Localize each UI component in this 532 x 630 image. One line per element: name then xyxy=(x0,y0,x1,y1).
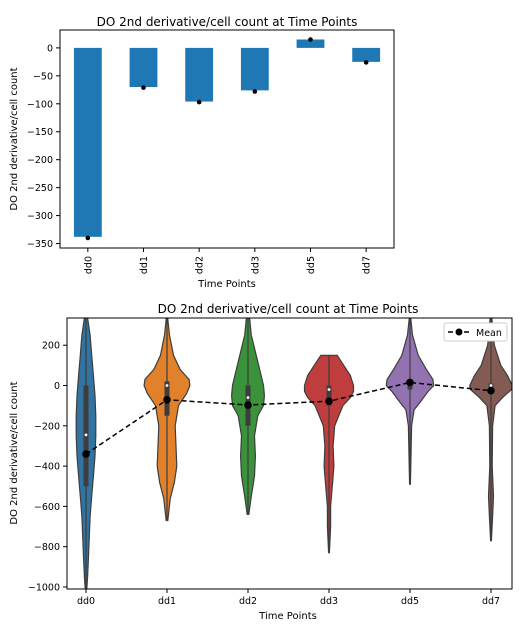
violin-iqr-dd3 xyxy=(326,385,332,406)
violin-xtick-label: dd1 xyxy=(158,596,176,607)
bar-xtick-label: dd2 xyxy=(195,256,206,274)
bar-marker-dd1 xyxy=(141,85,146,90)
violin-chart: DO 2nd derivative/cell count at Time Poi… xyxy=(9,302,513,622)
mean-marker-dd2 xyxy=(244,401,252,409)
bar-ytick-label: −150 xyxy=(27,127,53,138)
legend-label: Mean xyxy=(476,328,502,339)
bar-marker-dd2 xyxy=(196,99,202,105)
violin-xtick-label: dd7 xyxy=(482,596,500,607)
bar-xtick-label: dd7 xyxy=(362,256,373,274)
bar-plot-frame xyxy=(59,29,395,249)
bar-dd0 xyxy=(73,47,102,237)
bar-ytick-label: 0 xyxy=(47,43,53,54)
bar-marker-dd5 xyxy=(308,37,313,42)
bar-xtick-label: dd1 xyxy=(139,256,150,274)
bar-marker-dd0 xyxy=(85,235,91,241)
violin-ytick-label: −400 xyxy=(34,462,60,473)
bar-marker-dd7 xyxy=(363,60,369,65)
bar-ytick-label: −200 xyxy=(27,155,53,166)
violin-ytick-label: −200 xyxy=(34,421,60,432)
bar-dd1 xyxy=(129,47,158,88)
violin-ytick-label: 0 xyxy=(54,381,60,392)
violin-ytick-label: 200 xyxy=(42,341,60,352)
bar-marker-dd3 xyxy=(252,89,258,94)
bar-xtick-label: dd0 xyxy=(83,256,94,274)
bar-ytick-label: −300 xyxy=(27,211,53,222)
violin-median-dd7 xyxy=(489,384,493,387)
violin-xtick-label: dd2 xyxy=(239,596,257,607)
legend-marker-swatch xyxy=(455,328,463,336)
bar-dd7 xyxy=(352,47,381,62)
violin-xtick-label: dd3 xyxy=(320,596,338,607)
bar-ytick-label: −50 xyxy=(33,71,53,82)
violin-median-dd0 xyxy=(84,433,88,437)
mean-marker-dd1 xyxy=(163,396,171,404)
violin-median-dd1 xyxy=(165,384,169,387)
violin-xtick-label: dd0 xyxy=(77,596,95,607)
violin-plot-frame xyxy=(66,317,513,590)
violin-ytick-label: −1000 xyxy=(28,582,60,593)
bar-chart-title: DO 2nd derivative/cell count at Time Poi… xyxy=(97,15,358,29)
bar-chart-ylabel: DO 2nd derivative/cell count xyxy=(9,67,20,210)
bar-dd5 xyxy=(296,39,325,48)
mean-marker-dd0 xyxy=(82,450,90,458)
violin-ytick-label: −600 xyxy=(34,502,60,513)
bar-ytick-label: −100 xyxy=(27,99,53,110)
violin-chart-xlabel: Time Points xyxy=(258,611,317,622)
violin-median-dd3 xyxy=(327,388,331,391)
bar-chart-xlabel: Time Points xyxy=(197,279,256,290)
bar-dd2 xyxy=(185,47,214,102)
legend-box xyxy=(443,322,508,342)
mean-line xyxy=(85,381,492,455)
bar-ytick-label: −350 xyxy=(27,239,53,250)
mean-marker-dd7 xyxy=(487,386,495,395)
mean-marker-dd5 xyxy=(406,378,414,387)
bar-xtick-label: dd3 xyxy=(250,256,261,274)
violin-ytick-label: −800 xyxy=(34,542,60,553)
violin-chart-title: DO 2nd derivative/cell count at Time Poi… xyxy=(158,302,419,316)
bar-chart: DO 2nd derivative/cell count at Time Poi… xyxy=(9,15,395,290)
bar-xtick-label: dd5 xyxy=(306,256,317,274)
violin-plot-area: 200 0 −200 −400 −600 −800 −1000 dd0 dd1 dd2 dd3 dd5… xyxy=(28,317,513,607)
legend: Mean xyxy=(443,322,508,342)
bar-ytick-label: −250 xyxy=(27,183,53,194)
violin-median-dd2 xyxy=(246,396,250,399)
mean-marker-dd3 xyxy=(325,397,333,406)
violin-chart-ylabel: DO 2nd derivative/cell count xyxy=(9,381,20,524)
bar-plot-area: 0 −50 −100 −150 −200 −250 −300 −350 dd0 dd1 dd2 dd3… xyxy=(27,29,395,274)
bar-dd3 xyxy=(240,47,269,91)
violin-xtick-label: dd5 xyxy=(401,596,419,607)
